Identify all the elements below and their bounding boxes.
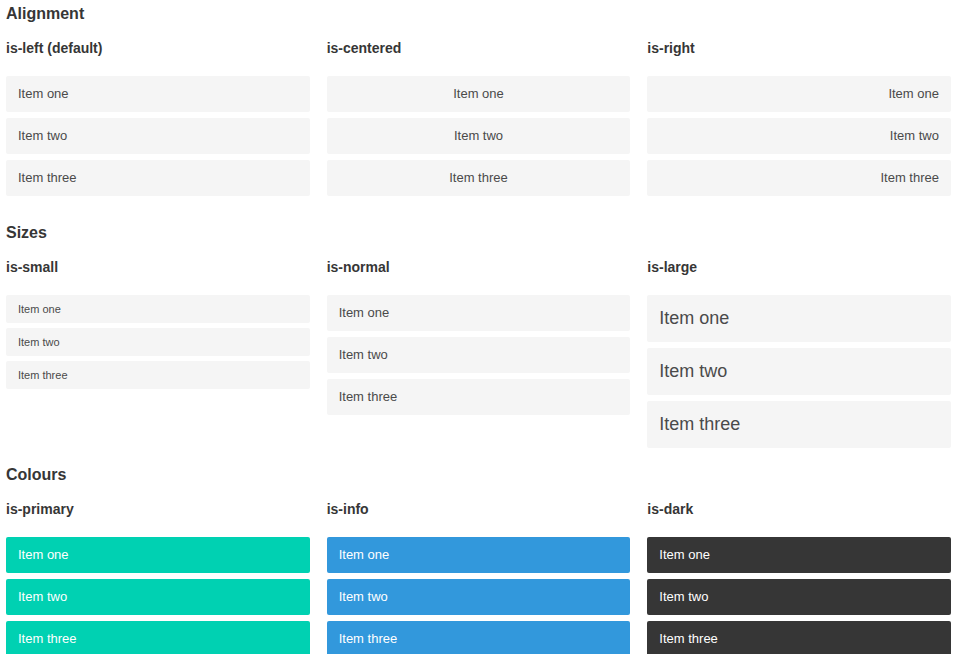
item-list-info: Item one Item two Item three (327, 537, 631, 654)
list-item[interactable]: Item one (6, 537, 310, 573)
section-title: Alignment (6, 5, 951, 23)
list-item[interactable]: Item two (327, 337, 631, 373)
item-list-left: Item one Item two Item three (6, 76, 310, 196)
section-title: Colours (6, 466, 951, 484)
column-is-left: is-left (default) Item one Item two Item… (6, 41, 310, 196)
item-list-large: Item one Item two Item three (647, 295, 951, 448)
list-item[interactable]: Item two (647, 348, 951, 395)
column-heading: is-small (6, 260, 310, 275)
column-heading: is-left (default) (6, 41, 310, 56)
item-list-normal: Item one Item two Item three (327, 295, 631, 415)
column-heading: is-right (647, 41, 951, 56)
column-heading: is-normal (327, 260, 631, 275)
column-is-large: is-large Item one Item two Item three (647, 260, 951, 448)
item-list-primary: Item one Item two Item three (6, 537, 310, 654)
column-heading: is-large (647, 260, 951, 275)
list-item[interactable]: Item two (647, 579, 951, 615)
column-heading: is-primary (6, 502, 310, 517)
list-item[interactable]: Item one (327, 537, 631, 573)
list-item[interactable]: Item two (647, 118, 951, 154)
list-item[interactable]: Item three (327, 160, 631, 196)
list-item[interactable]: Item one (6, 76, 310, 112)
list-item[interactable]: Item one (6, 295, 310, 323)
list-item[interactable]: Item two (6, 118, 310, 154)
section-title: Sizes (6, 224, 951, 242)
list-item[interactable]: Item three (647, 160, 951, 196)
column-is-primary: is-primary Item one Item two Item three (6, 502, 310, 654)
alignment-columns-row: is-left (default) Item one Item two Item… (6, 41, 951, 196)
column-is-centered: is-centered Item one Item two Item three (327, 41, 631, 196)
section-sizes: Sizes is-small Item one Item two Item th… (6, 224, 951, 448)
column-is-right: is-right Item one Item two Item three (647, 41, 951, 196)
list-item[interactable]: Item two (6, 328, 310, 356)
list-item[interactable]: Item one (327, 76, 631, 112)
list-item[interactable]: Item two (327, 118, 631, 154)
column-is-dark: is-dark Item one Item two Item three (647, 502, 951, 654)
section-colours: Colours is-primary Item one Item two Ite… (6, 466, 951, 654)
list-item[interactable]: Item one (647, 295, 951, 342)
column-is-info: is-info Item one Item two Item three (327, 502, 631, 654)
list-item[interactable]: Item three (647, 621, 951, 654)
list-item[interactable]: Item three (6, 160, 310, 196)
list-item[interactable]: Item three (327, 379, 631, 415)
item-list-centered: Item one Item two Item three (327, 76, 631, 196)
list-item[interactable]: Item one (647, 537, 951, 573)
column-heading: is-dark (647, 502, 951, 517)
item-list-right: Item one Item two Item three (647, 76, 951, 196)
section-alignment: Alignment is-left (default) Item one Ite… (6, 5, 951, 196)
list-item[interactable]: Item three (6, 361, 310, 389)
item-list-small: Item one Item two Item three (6, 295, 310, 389)
list-item[interactable]: Item one (327, 295, 631, 331)
list-item[interactable]: Item two (6, 579, 310, 615)
column-is-normal: is-normal Item one Item two Item three (327, 260, 631, 415)
column-heading: is-info (327, 502, 631, 517)
list-item[interactable]: Item one (647, 76, 951, 112)
column-is-small: is-small Item one Item two Item three (6, 260, 310, 389)
list-item[interactable]: Item three (647, 401, 951, 448)
item-list-dark: Item one Item two Item three (647, 537, 951, 654)
column-heading: is-centered (327, 41, 631, 56)
list-item[interactable]: Item three (327, 621, 631, 654)
list-item[interactable]: Item two (327, 579, 631, 615)
list-item[interactable]: Item three (6, 621, 310, 654)
colours-columns-row: is-primary Item one Item two Item three … (6, 502, 951, 654)
sizes-columns-row: is-small Item one Item two Item three is… (6, 260, 951, 448)
